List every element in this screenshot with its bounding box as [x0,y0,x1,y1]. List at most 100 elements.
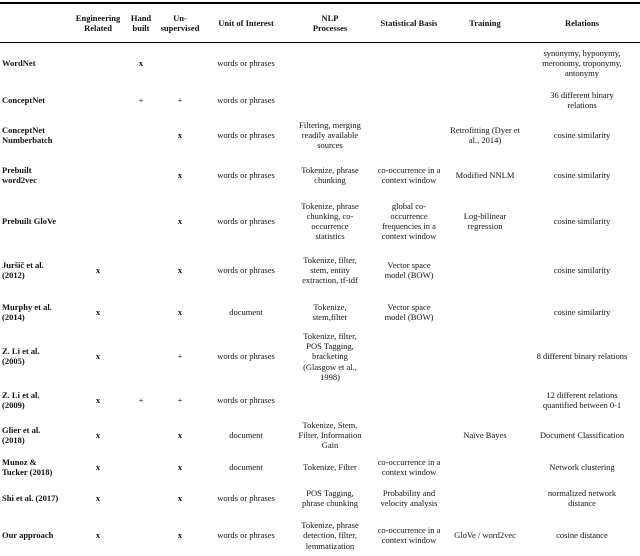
column-header-hand: Hand built [126,4,156,43]
row-label: Z. Li et al. (2005) [2,346,40,367]
cell-unit: words or phrases [217,129,275,140]
table-header: Engineering Related Hand built Un- supervi… [0,4,640,43]
table-row: Munoz & Tucker (2018) x x document Tokenize,… [0,453,640,481]
cell-stat [372,42,446,84]
cell-hand [126,330,156,383]
cell-hand: x [138,58,144,69]
cell-unsup: x [177,129,183,140]
cell-nlp: Tokenize, stem,filter [312,301,348,322]
cell-hand [126,481,156,515]
row-label: Juršič et al. (2012) [2,259,44,280]
cell-unit: words or phrases [217,492,275,503]
cell-stat [372,417,446,453]
cell-unit: document [229,461,263,472]
row-label: ConceptNet [2,94,45,105]
cell-nlp: Tokenize, phrase chunking, co- occurrenc… [301,200,359,242]
cell-train [446,330,524,383]
cell-nlp: Tokenize, phrase chunking [301,164,359,185]
cell-train: Modified NNLM [455,169,515,180]
cell-stat [372,84,446,116]
cell-eng [70,196,126,246]
cell-nlp: Filtering, merging readily available sou… [299,119,361,151]
cell-train: Retrofitting (Dyer et al., 2014) [450,124,520,145]
cell-eng: x [95,530,101,541]
cell-unsup: + [177,94,183,105]
cell-nlp: Tokenize, filter, POS Tagging, bracketin… [303,331,357,382]
cell-nlp: Tokenize, phrase detection, filter, lemm… [301,520,359,551]
cell-eng [70,154,126,196]
table-row: Glier et al. (2018) x x document Tokenize, S… [0,417,640,453]
cell-train [446,246,524,294]
column-header-rel: Relations [524,4,640,43]
cell-unit: words or phrases [217,94,275,105]
cell-rel: synonymy, hyponymy, meronomy, troponymy,… [542,47,622,79]
cell-stat: Vector space model (BOW) [384,259,434,280]
cell-stat [372,383,446,417]
cell-unit: words or phrases [217,351,275,362]
cell-eng: x [95,429,101,440]
cell-rel: cosine distance [556,530,608,541]
table-row: Z. Li et al. (2005) x + words or phrases Tok… [0,330,640,383]
table-row: WordNet x words or phrases synonymy, hypony… [0,42,640,84]
cell-stat [372,116,446,154]
cell-eng: x [95,306,101,317]
cell-nlp [288,383,372,417]
cell-train [446,383,524,417]
table-row: Murphy et al. (2014) x x document Tokenize, … [0,294,640,330]
cell-rel: Network clustering [549,461,615,472]
table-row: ConceptNet + + words or phrases 36 different… [0,84,640,116]
table-row: Shi et al. (2017) x x words or phrases POS T… [0,481,640,515]
cell-hand: + [138,394,144,405]
cell-hand [126,196,156,246]
cell-rel: normalized network distance [547,487,617,508]
cell-unsup: x [177,429,183,440]
cell-unsup: + [177,394,183,405]
table-row: Juršič et al. (2012) x x words or phrases To… [0,246,640,294]
cell-unsup: x [177,530,183,541]
cell-eng: x [95,492,101,503]
cell-eng [70,84,126,116]
cell-eng [70,42,126,84]
cell-hand: + [138,94,144,105]
cell-unit: words or phrases [217,215,275,226]
cell-train [446,453,524,481]
cell-unit: words or phrases [217,264,275,275]
cell-rel: cosine similarity [553,215,611,226]
row-label: Our approach [2,530,54,541]
methods-comparison-table: Engineering Related Hand built Un- supervi… [0,4,640,556]
row-label: ConceptNet Numberbatch [2,124,53,145]
table-row: ConceptNet Numberbatch x words or phrases F… [0,116,640,154]
cell-nlp: Tokenize, Stem, Filter, Information Gain [298,419,362,451]
cell-rel: 12 different relations quantified betwee… [542,389,622,410]
cell-eng: x [95,394,101,405]
cell-train [446,294,524,330]
row-label: WordNet [2,58,36,69]
cell-nlp [288,84,372,116]
cell-hand [126,294,156,330]
cell-unit: words or phrases [217,169,275,180]
cell-unsup: x [177,169,183,180]
row-label: Z. Li et al. (2009) [2,389,40,410]
cell-eng: x [95,264,101,275]
column-header-label [0,4,70,43]
row-label: Shi et al. (2017) [2,492,59,503]
cell-stat: global co- occurrence frequencies in a c… [381,200,437,242]
cell-rel: cosine similarity [553,306,611,317]
cell-stat: Probability and velocity analysis [380,487,438,508]
cell-unsup: x [177,306,183,317]
cell-unsup: x [177,461,183,472]
table-row: Our approach x x words or phrases Tokenize, … [0,515,640,556]
column-header-unit: Unit of Interest [204,4,288,43]
cell-rel: cosine similarity [553,169,611,180]
cell-rel: 8 different binary relations [536,351,628,362]
column-header-nlp: NLP Processes [288,4,372,43]
cell-rel: 36 different binary relations [550,89,614,110]
table-row: Prebuilt word2vec x words or phrases Tokeni… [0,154,640,196]
cell-rel: cosine similarity [553,264,611,275]
cell-hand [126,417,156,453]
cell-stat: co-occurrence in a context window [377,456,441,477]
cell-eng: x [95,461,101,472]
cell-train: GloVe / word2vec [454,530,516,541]
column-header-train: Training [446,4,524,43]
cell-train [446,84,524,116]
